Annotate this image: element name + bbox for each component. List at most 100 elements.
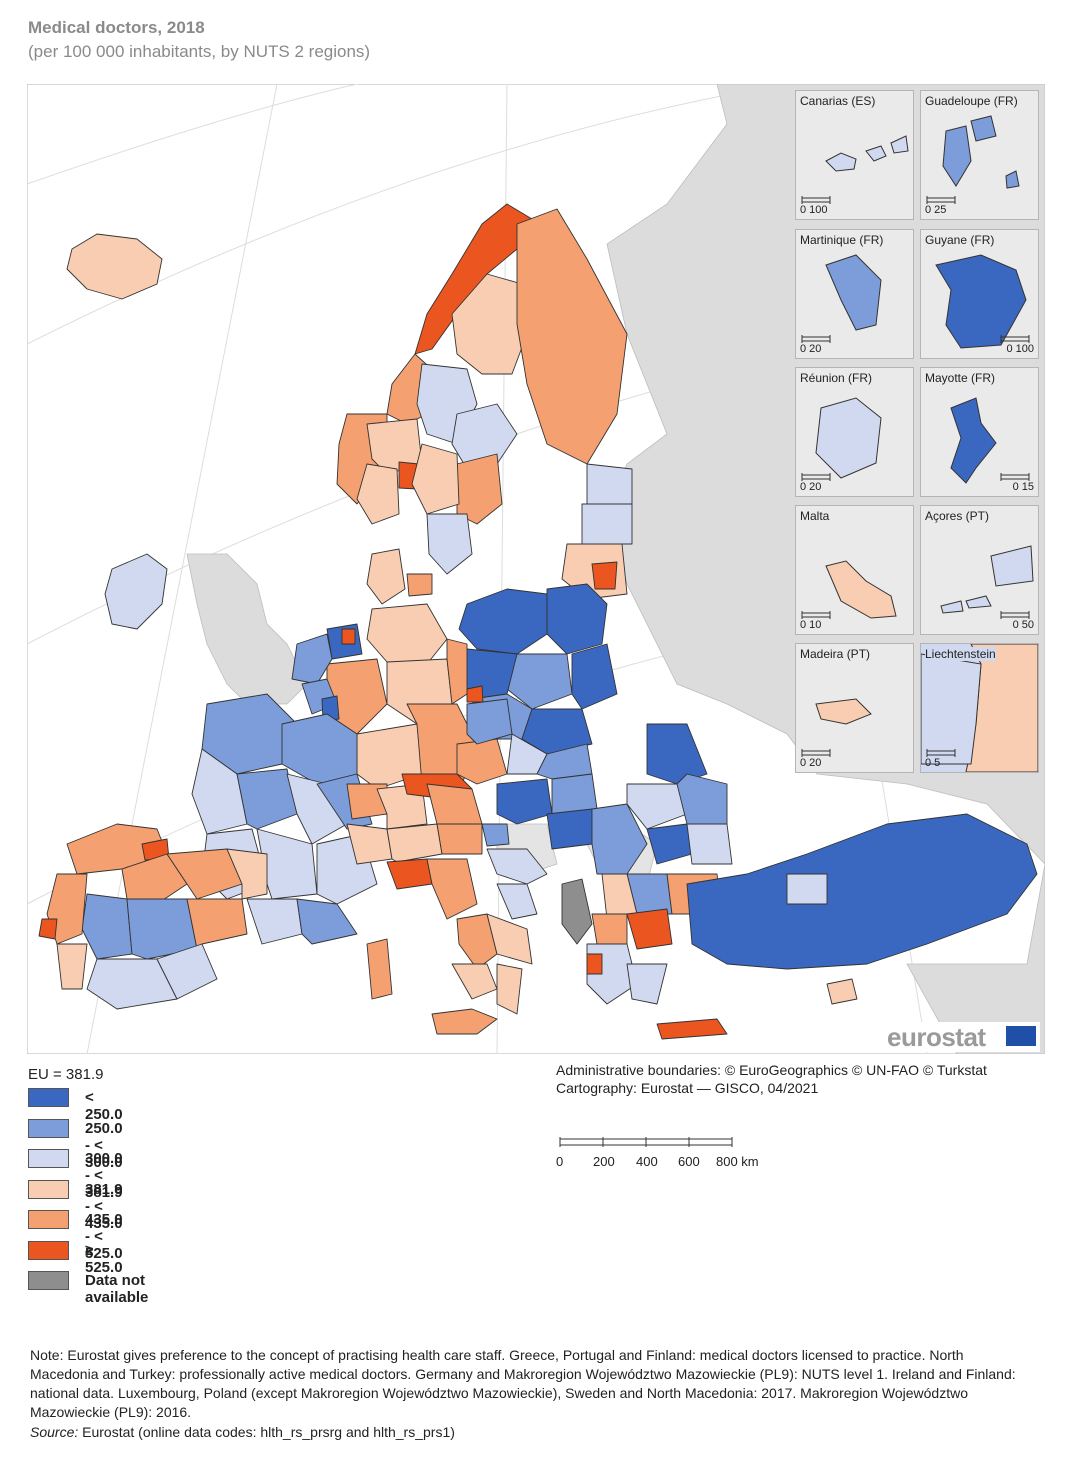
nuts2-region (591, 913, 628, 945)
inset-region-shape (940, 545, 1034, 619)
nuts2-region (546, 808, 593, 850)
inset-label: Madeira (PT) (800, 647, 871, 661)
nuts2-region (104, 553, 168, 630)
nuts2-region (226, 848, 268, 900)
map-title: Medical doctors, 2018 (28, 18, 205, 37)
nuts2-region (386, 823, 443, 863)
nuts2-region (496, 963, 523, 1015)
source-text: Eurostat (online data codes: hlth_rs_prs… (78, 1424, 455, 1440)
scale-tick-label: 0 (556, 1154, 564, 1169)
inset-label: Malta (800, 509, 830, 523)
scale-tick-label: 400 (636, 1154, 658, 1169)
legend-label: 381.9 - < 435.0 (85, 1180, 123, 1232)
inset-region-shape (926, 115, 1020, 204)
nuts2-regions (38, 203, 1038, 1040)
nuts2-region (446, 638, 468, 705)
inset-region-shape (921, 644, 1038, 772)
nuts2-region (426, 513, 473, 575)
eu-reference: EU = 381.9 (28, 1066, 104, 1083)
nuts2-region (591, 561, 618, 590)
legend-label: < 250.0 (85, 1089, 123, 1123)
legend-label: ≥ 525.0 (85, 1241, 123, 1276)
nuts2-region (66, 233, 163, 300)
inset-scale-label: 0 5 (925, 757, 941, 769)
nuts2-region (496, 778, 553, 825)
nuts2-region (656, 1018, 728, 1040)
nuts2-region (466, 685, 484, 703)
nuts2-region (186, 898, 248, 950)
credits: Administrative boundaries: © EuroGeograp… (556, 1061, 987, 1097)
inset-map: Réunion (FR) 0 20 (795, 367, 914, 497)
inset-label: Guadeloupe (FR) (925, 94, 1018, 108)
scale-tick-label: 600 (678, 1154, 700, 1169)
inset-map: Martinique (FR) 0 20 (795, 229, 914, 359)
scale-bar: 0 200 400 600 800 km (556, 1135, 759, 1169)
nuts2-region (826, 978, 858, 1005)
nuts2-region (191, 748, 248, 835)
inset-region-shape (950, 397, 1030, 484)
inset-label: Açores (PT) (925, 509, 990, 523)
legend-swatch (28, 1271, 69, 1290)
inset-label: Liechtenstein (925, 647, 996, 661)
nuts2-region (38, 918, 58, 940)
nuts2-region (496, 883, 538, 920)
nuts2-region (356, 463, 400, 525)
legend-swatch (28, 1088, 69, 1107)
inset-map: Mayotte (FR) 0 15 (920, 367, 1039, 497)
inset-region-shape (801, 254, 882, 343)
inset-map: Açores (PT) 0 50 (920, 505, 1039, 635)
inset-scale-label: 0 100 (800, 204, 828, 216)
inset-label: Guyane (FR) (925, 233, 995, 247)
scale-bar-graphic (559, 1137, 733, 1147)
nuts2-region (516, 208, 628, 465)
inset-label: Réunion (FR) (800, 371, 873, 385)
source-label: Source: (30, 1424, 79, 1440)
nuts2-region (291, 633, 333, 685)
inset-region-shape (935, 254, 1030, 349)
nuts2-region (686, 823, 733, 865)
credits-boundaries: Administrative boundaries: © EuroGeograp… (556, 1062, 987, 1078)
logo-text: eurostat (887, 1022, 986, 1052)
inset-label: Martinique (FR) (800, 233, 884, 247)
nuts2-region (586, 953, 603, 975)
legend-swatch (28, 1240, 69, 1260)
inset-map: Guyane (FR) 0 100 (920, 229, 1039, 359)
nuts2-region (451, 963, 498, 1000)
credits-cartography: Cartography: Eurostat — GISCO, 04/2021 (556, 1080, 819, 1096)
nuts2-region (586, 463, 633, 505)
nuts2-region (121, 853, 188, 905)
legend-swatch (28, 1149, 69, 1168)
nuts2-region (341, 628, 356, 645)
nuts2-region (466, 698, 513, 745)
nuts2-region (236, 768, 298, 830)
inset-region-shape (801, 397, 882, 481)
eu-flag-icon (1006, 1026, 1036, 1046)
inset-region-shape (801, 135, 909, 204)
inset-scale-label: 0 50 (1012, 619, 1034, 631)
inset-scale-label: 0 20 (800, 757, 822, 769)
nuts2-region (46, 873, 88, 945)
nuts2-region (546, 583, 608, 655)
nuts2-region (366, 548, 406, 605)
nuts2-region (561, 878, 593, 945)
legend-swatch (28, 1210, 69, 1229)
nuts2-region (436, 823, 483, 855)
nuts2-region (571, 643, 618, 710)
nuts2-region (686, 813, 1038, 970)
inset-scale-label: 0 25 (925, 204, 947, 216)
nuts2-region (581, 503, 633, 545)
note: Note: Eurostat gives preference to the c… (30, 1347, 1016, 1420)
source-line: Source: Eurostat (online data codes: hlt… (30, 1424, 455, 1440)
nuts2-region (626, 963, 668, 1005)
inset-map: Canarias (ES) 0 100 (795, 90, 914, 220)
legend-label: Data not available (85, 1272, 149, 1306)
nuts2-region (156, 943, 218, 1000)
inset-label: Canarias (ES) (800, 94, 876, 108)
nuts2-region (296, 898, 358, 945)
nuts2-region (786, 873, 828, 905)
inset-region-shape (801, 560, 897, 619)
inset-scale-label: 0 100 (1006, 343, 1034, 355)
nuts2-region (626, 908, 673, 950)
nuts2-region (426, 858, 478, 920)
scale-tick-label: 800 km (716, 1154, 759, 1169)
